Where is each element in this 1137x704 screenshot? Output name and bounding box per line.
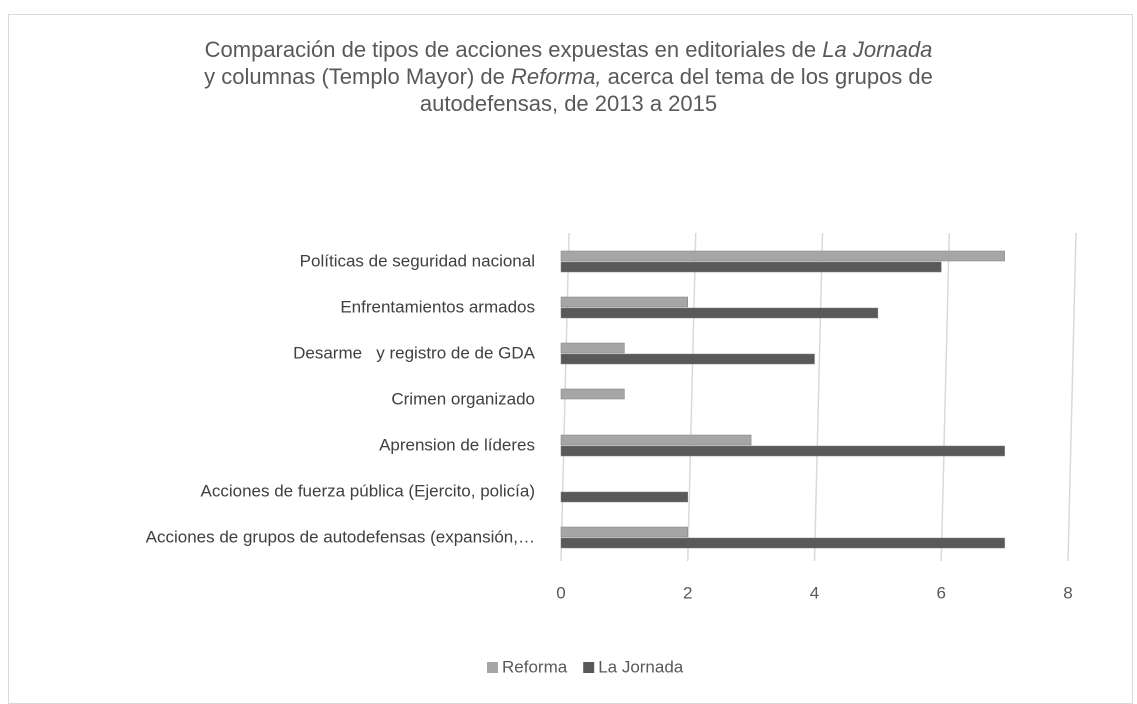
grid-line	[940, 232, 950, 562]
y-tick-label: Políticas de seguridad nacional	[300, 251, 535, 270]
y-tick-label: Desarme y registro de de GDA	[293, 343, 536, 362]
grid-line	[687, 232, 697, 562]
bar	[560, 250, 1005, 262]
x-tick-label: 2	[683, 583, 692, 602]
grid-line	[813, 232, 824, 562]
bar	[560, 537, 1005, 549]
legend-swatch	[487, 662, 498, 673]
y-tick-label: Crimen organizado	[391, 389, 535, 408]
bar	[560, 296, 688, 308]
x-tick-label: 6	[937, 583, 946, 602]
bar	[560, 307, 879, 319]
bar	[560, 526, 688, 538]
title-part: autodefensas, de 2013 a 2015	[419, 91, 718, 116]
x-tick-label: 4	[810, 583, 819, 602]
legend-label: Reforma	[502, 657, 568, 676]
title-part: y columnas (Templo Mayor) de	[204, 64, 511, 89]
title-part: La Jornada	[822, 37, 933, 62]
title-part: Comparación de tipos de acciones expuest…	[204, 37, 823, 62]
x-tick-label: 0	[556, 583, 565, 602]
legend-label: La Jornada	[598, 657, 684, 676]
y-tick-label: Aprension de líderes	[379, 435, 535, 454]
bar	[560, 434, 752, 446]
bar	[560, 445, 1005, 457]
title-part: acerca del tema de los grupos de	[601, 64, 933, 89]
y-tick-label: Acciones de fuerza pública (Ejercito, po…	[201, 481, 536, 500]
y-tick-label: Enfrentamientos armados	[340, 297, 535, 316]
chart-title: Comparación de tipos de acciones expuest…	[0, 36, 1137, 117]
bar	[560, 491, 688, 503]
bar	[560, 353, 815, 365]
bar	[560, 261, 942, 273]
grid-line	[1067, 232, 1077, 562]
bar	[560, 388, 625, 400]
title-part: Reforma,	[510, 64, 602, 89]
x-tick-label: 8	[1063, 583, 1072, 602]
y-tick-label: Acciones de grupos de autodefensas (expa…	[146, 527, 535, 546]
bar	[560, 342, 625, 354]
legend-swatch	[583, 662, 595, 673]
